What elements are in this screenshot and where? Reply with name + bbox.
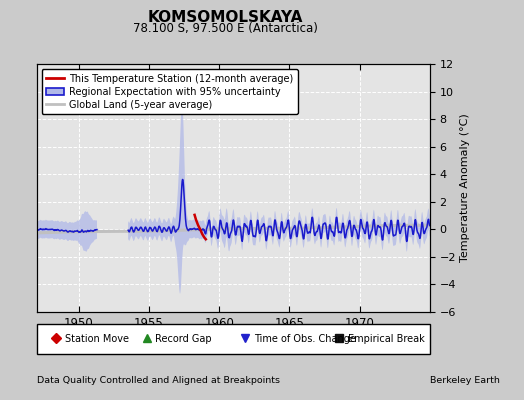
Y-axis label: Temperature Anomaly (°C): Temperature Anomaly (°C) xyxy=(460,114,470,262)
Legend: This Temperature Station (12-month average), Regional Expectation with 95% uncer: This Temperature Station (12-month avera… xyxy=(41,69,298,114)
FancyBboxPatch shape xyxy=(37,324,430,354)
Text: KOMSOMOLSKAYA: KOMSOMOLSKAYA xyxy=(148,10,303,25)
Text: Station Move: Station Move xyxy=(65,334,129,344)
Text: Data Quality Controlled and Aligned at Breakpoints: Data Quality Controlled and Aligned at B… xyxy=(37,376,280,385)
Text: Empirical Break: Empirical Break xyxy=(348,334,424,344)
Text: Time of Obs. Change: Time of Obs. Change xyxy=(254,334,355,344)
Text: Record Gap: Record Gap xyxy=(156,334,212,344)
Text: Berkeley Earth: Berkeley Earth xyxy=(430,376,499,385)
Text: 78.100 S, 97.500 E (Antarctica): 78.100 S, 97.500 E (Antarctica) xyxy=(133,22,318,35)
